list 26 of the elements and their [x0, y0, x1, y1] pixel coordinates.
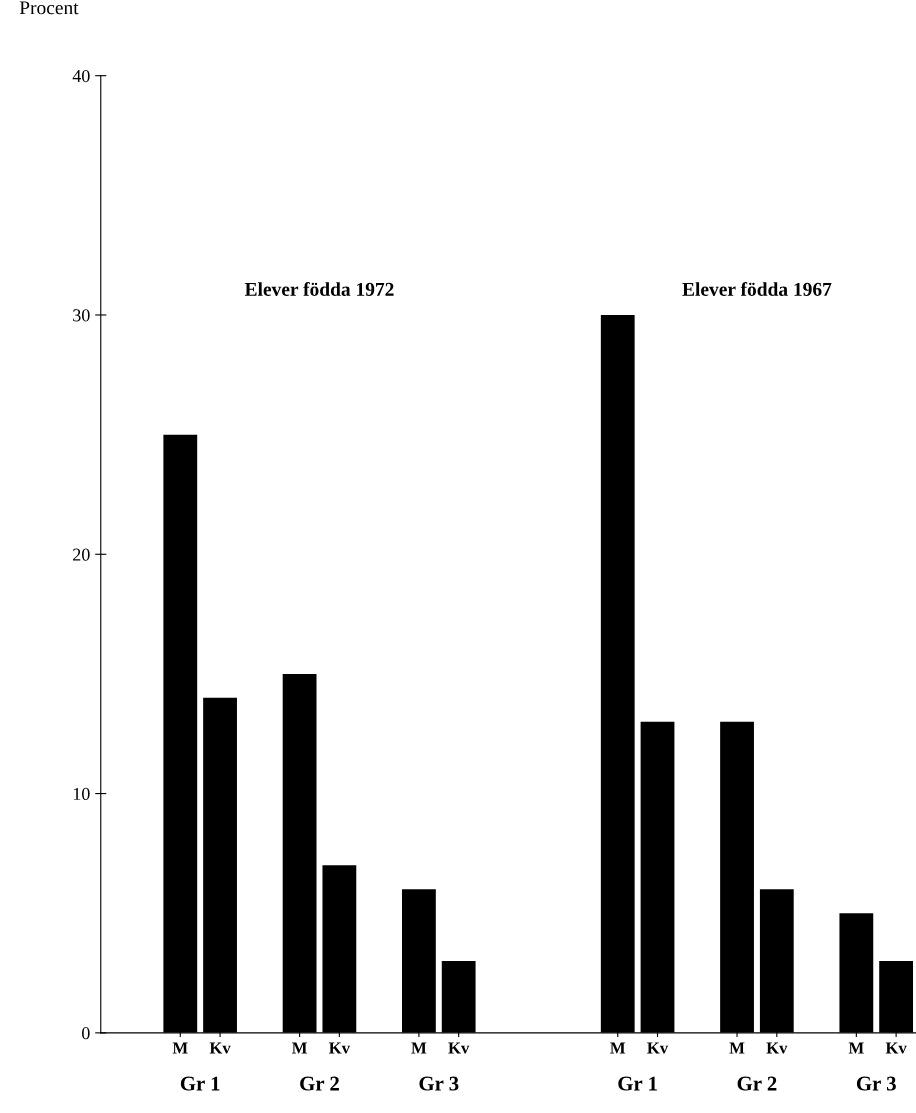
- x-tick-label: Kv: [885, 1042, 907, 1054]
- y-tick-label: 0: [82, 1027, 90, 1040]
- text: Gr 3: [856, 1076, 896, 1091]
- y-tick-label: 30: [73, 309, 90, 322]
- y-tick-label: 40: [72, 69, 90, 83]
- annotation: Elever födda 1967: [682, 282, 832, 296]
- y-axis-title: Procent: [19, 1, 79, 15]
- x-tick-label: Kv: [647, 1042, 669, 1054]
- x-tick-label: M: [729, 1042, 745, 1054]
- x-tick-label: M: [411, 1042, 427, 1054]
- y-tick-label: 10: [73, 787, 90, 801]
- text: Gr 3: [419, 1076, 459, 1091]
- x-tick-label: Kv: [448, 1042, 470, 1054]
- text: Gr 1: [180, 1076, 220, 1091]
- text: Gr 2: [737, 1076, 777, 1091]
- text: Gr 2: [300, 1076, 339, 1091]
- x-tick-label: Kv: [209, 1042, 231, 1054]
- annotation: Elever födda 1972: [244, 282, 394, 296]
- x-tick-label: Kv: [329, 1042, 351, 1054]
- x-tick-label: M: [848, 1042, 864, 1054]
- text: Gr 1: [618, 1076, 657, 1091]
- x-tick-label: M: [292, 1042, 307, 1054]
- x-tick-label: Kv: [766, 1042, 788, 1054]
- x-tick-label: M: [172, 1042, 188, 1054]
- y-tick-label: 20: [73, 548, 90, 561]
- x-tick-label: M: [610, 1042, 626, 1054]
